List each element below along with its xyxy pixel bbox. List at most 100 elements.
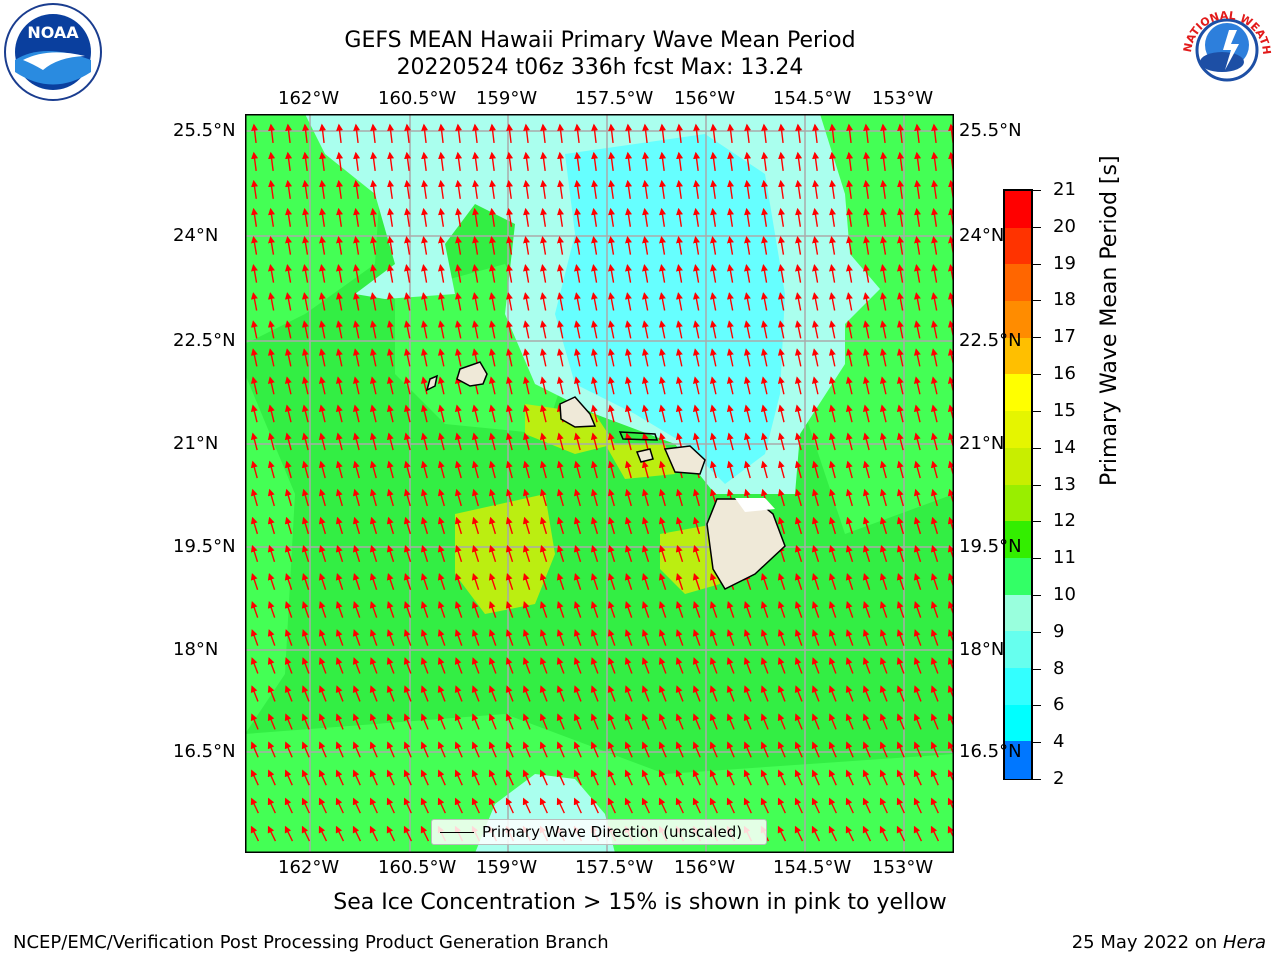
wave-arrow bbox=[709, 629, 718, 646]
wave-arrow bbox=[710, 207, 717, 227]
wave-arrow bbox=[574, 264, 581, 283]
wave-arrow bbox=[743, 657, 752, 674]
wave-arrow bbox=[811, 320, 819, 339]
wave-arrow bbox=[607, 488, 615, 507]
wave-arrow bbox=[845, 629, 854, 646]
wave-arrow bbox=[913, 713, 922, 730]
wave-arrow bbox=[318, 572, 327, 590]
wave-arrow bbox=[386, 629, 395, 646]
wave-arrow bbox=[845, 376, 853, 395]
wave-arrow bbox=[540, 151, 548, 171]
wave-arrow bbox=[319, 264, 326, 283]
colorbar-tick-mark bbox=[1033, 742, 1041, 744]
wave-arrow bbox=[454, 629, 463, 646]
wave-arrow bbox=[590, 685, 599, 702]
wave-arrow bbox=[642, 151, 650, 171]
wave-arrow bbox=[573, 432, 581, 451]
wave-arrow bbox=[590, 292, 598, 311]
wave-arrow bbox=[795, 123, 803, 144]
wave-arrow bbox=[896, 432, 904, 451]
wave-arrow bbox=[370, 151, 378, 171]
colorbar-segment bbox=[1005, 264, 1031, 302]
wave-arrow bbox=[522, 292, 530, 311]
wave-arrow bbox=[352, 320, 360, 339]
wave-arrow bbox=[743, 713, 752, 730]
wave-arrow bbox=[658, 629, 667, 646]
wave-arrow bbox=[947, 769, 954, 785]
wave-arrow bbox=[369, 320, 377, 339]
wave-arrow bbox=[624, 516, 633, 535]
wave-arrow bbox=[386, 657, 395, 674]
wave-arrow bbox=[811, 348, 819, 367]
wave-arrow bbox=[913, 629, 922, 646]
wave-arrow bbox=[709, 460, 717, 479]
colorbar-tick-label: 18 bbox=[1053, 289, 1076, 311]
wave-arrow bbox=[693, 207, 700, 227]
wave-arrow bbox=[930, 657, 939, 674]
wave-arrow bbox=[811, 769, 820, 786]
wave-arrow bbox=[913, 292, 921, 311]
wave-arrow bbox=[743, 376, 751, 395]
wave-arrow bbox=[794, 292, 802, 311]
wave-arrow bbox=[556, 432, 564, 451]
wave-arrow bbox=[710, 264, 717, 283]
wave-arrow bbox=[352, 601, 361, 618]
wave-arrow bbox=[676, 123, 684, 144]
wave-arrow bbox=[335, 348, 343, 367]
wave-arrow bbox=[301, 320, 309, 339]
lat-tick-right: 22.5°N bbox=[959, 330, 1022, 351]
wave-arrow bbox=[829, 123, 837, 144]
wave-arrow bbox=[863, 207, 870, 227]
wave-arrow bbox=[846, 123, 854, 144]
wave-arrow bbox=[488, 404, 496, 423]
wave-arrow bbox=[556, 516, 565, 535]
wave-arrow bbox=[896, 629, 905, 646]
wave-arrow bbox=[471, 292, 479, 311]
wave-arrow bbox=[403, 320, 411, 339]
wave-arrow bbox=[471, 797, 480, 814]
wave-arrow bbox=[403, 432, 411, 451]
wave-arrow bbox=[523, 123, 531, 144]
wave-arrow bbox=[811, 544, 820, 563]
wave-arrow bbox=[471, 769, 480, 786]
wave-arrow bbox=[404, 264, 411, 283]
wave-arrow bbox=[420, 741, 429, 758]
wave-arrow bbox=[505, 572, 514, 590]
wave-arrow bbox=[896, 320, 904, 339]
wave-arrow bbox=[659, 151, 667, 171]
wave-arrow bbox=[828, 572, 837, 590]
wave-arrow bbox=[523, 179, 531, 199]
wave-arrow bbox=[370, 207, 377, 227]
wave-arrow bbox=[777, 376, 785, 395]
lon-tick-bottom: 153°W bbox=[872, 857, 934, 878]
wave-arrow bbox=[794, 713, 803, 730]
wave-arrow bbox=[642, 264, 649, 283]
wave-arrow bbox=[760, 432, 768, 451]
wave-arrow bbox=[403, 741, 412, 758]
wave-arrow bbox=[744, 123, 752, 144]
wave-arrow bbox=[284, 657, 293, 674]
colorbar-segment bbox=[1005, 337, 1031, 375]
wave-arrow bbox=[267, 460, 275, 479]
wave-arrow bbox=[879, 741, 888, 758]
wave-arrow bbox=[353, 151, 361, 171]
period-region-12to13 bbox=[455, 494, 555, 614]
wave-arrow bbox=[726, 348, 734, 367]
wave-arrow bbox=[352, 544, 361, 563]
wave-arrow bbox=[760, 404, 768, 423]
wave-arrow bbox=[641, 460, 649, 479]
wave-arrow bbox=[693, 151, 701, 171]
wave-arrow bbox=[251, 264, 258, 283]
wave-arrow bbox=[896, 516, 905, 535]
wave-arrow bbox=[777, 741, 786, 758]
wave-arrow bbox=[692, 685, 701, 702]
wave-arrow bbox=[336, 207, 343, 227]
wave-arrow bbox=[692, 348, 700, 367]
wave-arrow bbox=[930, 348, 938, 367]
wave-arrow bbox=[658, 544, 667, 563]
wave-arrow bbox=[913, 601, 922, 618]
wave-arrow bbox=[267, 404, 275, 423]
wave-arrow bbox=[828, 544, 837, 563]
wave-arrow bbox=[336, 123, 344, 144]
wave-arrow bbox=[658, 376, 666, 395]
